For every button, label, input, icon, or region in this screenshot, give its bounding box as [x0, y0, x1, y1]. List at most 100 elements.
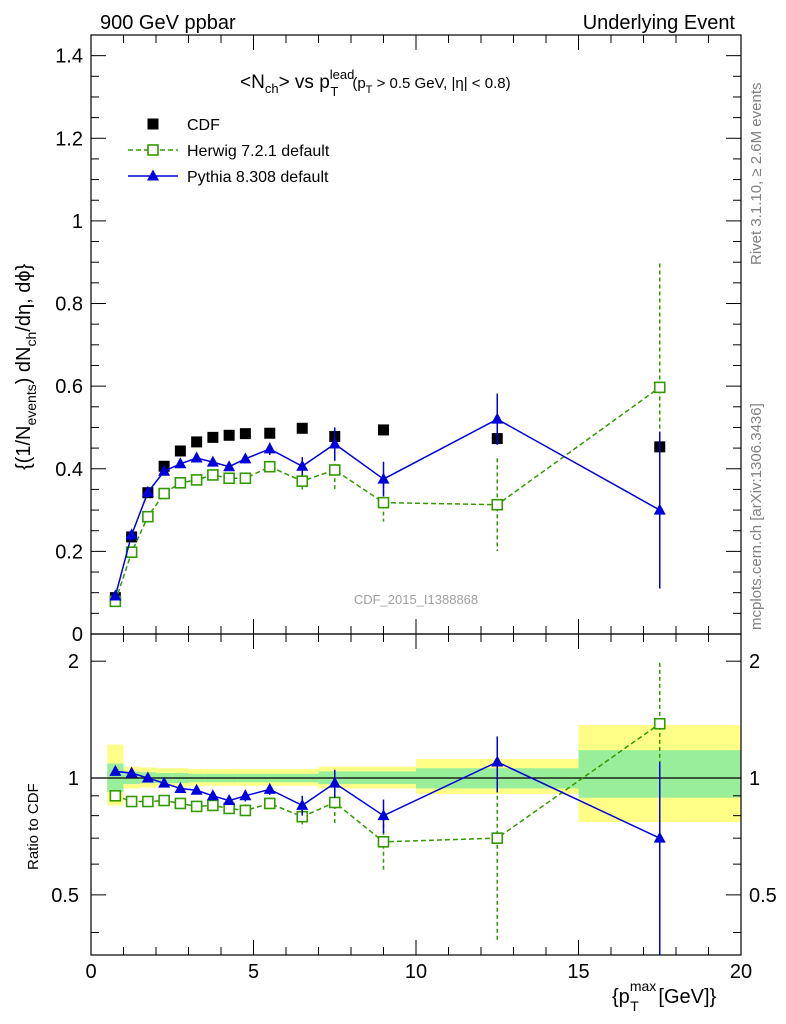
y-tick-label: 0.4 — [55, 459, 83, 481]
data-point — [328, 437, 341, 449]
data-point — [239, 452, 252, 464]
analysis-watermark: CDF_2015_I1388868 — [354, 592, 478, 607]
data-point — [328, 464, 341, 476]
ratio-y-tick-label-right: 2 — [749, 651, 760, 673]
axes: 0 0.2 0.4 0.6 0.8 1 1.2 1.4 0 5 10 15 20 0.5 0.5 1 1 2 2 — [51, 34, 777, 983]
data-point — [109, 764, 122, 776]
ratio-y-tick-label: 0.5 — [51, 885, 79, 907]
data-point — [207, 469, 219, 481]
data-point — [142, 510, 154, 523]
y-tick-label: 1 — [72, 211, 83, 233]
data-point — [491, 755, 504, 767]
data-point — [263, 442, 276, 454]
data-point — [653, 831, 666, 843]
data-point — [491, 498, 504, 511]
ratio-y-tick-label: 2 — [68, 651, 79, 673]
data-point — [174, 781, 187, 793]
y-tick-label: 0 — [72, 624, 83, 646]
series-line-herwig — [114, 386, 661, 602]
x-axis-label: {pmax T [GeV]} — [612, 978, 717, 1014]
header-left: 900 GeV ppbar — [100, 12, 236, 34]
data-point — [223, 472, 235, 485]
legend-label: Pythia 8.308 default — [187, 169, 329, 186]
legend-entry-pythia: Pythia 8.308 default — [128, 169, 329, 186]
data-point — [296, 459, 309, 471]
data-point — [141, 485, 154, 497]
data-point — [491, 832, 504, 844]
x-tick-label: 5 — [248, 961, 259, 983]
data-point — [125, 528, 138, 540]
y-tick-label: 1.2 — [55, 128, 83, 150]
data-point — [174, 477, 187, 489]
data-point — [239, 804, 252, 817]
main-panel — [109, 263, 666, 608]
x-tick-label: 10 — [405, 961, 427, 983]
x-tick-label: 0 — [85, 961, 96, 983]
main-y-label: {(1/Nevents) dNch/dη, dϕ} — [13, 263, 39, 470]
y-tick-label: 1.4 — [55, 46, 83, 68]
data-point — [125, 766, 138, 778]
legend-entry-herwig: Herwig 7.2.1 default — [128, 143, 330, 160]
ratio-y-tick-label-right: 0.5 — [749, 885, 777, 907]
legend-marker — [147, 169, 159, 181]
data-point — [263, 797, 276, 810]
data-point — [239, 789, 252, 801]
ratio-y-tick-label: 1 — [68, 768, 79, 790]
data-point — [190, 800, 203, 813]
data-point — [158, 464, 171, 476]
legend-marker — [147, 118, 159, 130]
data-point — [296, 422, 308, 434]
legend: CDF Herwig 7.2.1 default Pythia 8.308 defa… — [128, 117, 330, 186]
data-point — [174, 445, 186, 457]
ratio-reference-bands — [91, 724, 741, 823]
data-point — [207, 799, 219, 812]
data-point — [141, 771, 154, 783]
data-point — [653, 381, 666, 394]
data-point — [377, 496, 390, 509]
data-point — [263, 460, 276, 473]
data-point — [174, 797, 187, 810]
data-point — [174, 457, 187, 469]
data-point — [239, 428, 251, 440]
ratio-y-label: Ratio to CDF — [25, 783, 42, 870]
data-point — [206, 789, 219, 801]
data-point — [158, 487, 170, 500]
series-pythia — [109, 393, 666, 601]
data-point — [296, 798, 309, 810]
data-point — [206, 455, 219, 467]
data-point — [223, 460, 236, 472]
side-label-rivet: Rivet 3.1.10, ≥ 2.6M events — [748, 83, 765, 266]
side-label-mcplots: mcplots.cern.ch [arXiv:1306.3436] — [748, 403, 765, 630]
legend-label: CDF — [187, 117, 220, 134]
data-point — [109, 589, 122, 601]
data-point — [190, 451, 203, 463]
data-point — [296, 475, 309, 487]
data-point — [263, 782, 276, 794]
data-point — [158, 794, 170, 807]
series-herwig — [109, 662, 666, 942]
data-point — [190, 783, 203, 795]
data-point — [191, 436, 203, 448]
y-tick-label: 0.2 — [55, 541, 83, 563]
data-point — [653, 503, 666, 515]
data-point — [377, 836, 390, 848]
x-tick-label: 20 — [730, 961, 752, 983]
data-point — [223, 794, 236, 806]
main-title: <Nch> vs plead T (pT > 0.5 GeV, |η| < 0.8) — [240, 67, 511, 99]
data-point — [491, 412, 504, 424]
data-point — [125, 795, 138, 808]
data-point — [377, 472, 390, 484]
data-point — [328, 776, 341, 788]
legend-marker — [147, 144, 159, 156]
data-point — [109, 789, 122, 802]
ratio-y-tick-label-right: 1 — [749, 768, 760, 790]
series-cdf — [109, 422, 666, 604]
legend-entry-cdf: CDF — [147, 117, 220, 134]
data-point — [223, 429, 235, 441]
data-point — [377, 809, 390, 821]
y-tick-label: 0.8 — [55, 294, 83, 316]
series-pythia — [109, 736, 666, 955]
x-tick-label: 15 — [567, 961, 589, 983]
data-point — [378, 424, 389, 436]
